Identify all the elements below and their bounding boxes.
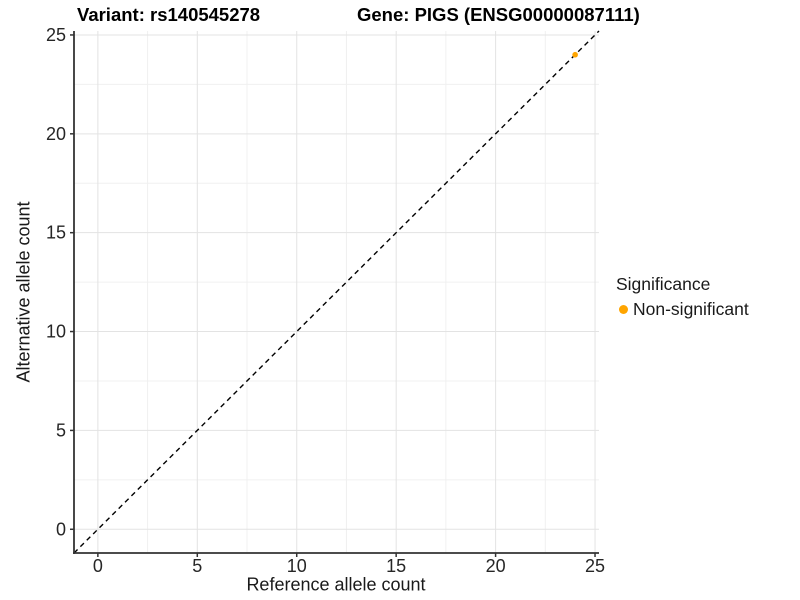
plot-title-variant: Variant: rs140545278 <box>77 4 261 25</box>
x-axis-title: Reference allele count <box>246 574 426 595</box>
x-tick-label: 10 <box>287 556 307 576</box>
x-tick-label: 25 <box>585 556 605 576</box>
x-tick-label: 0 <box>93 556 103 576</box>
legend-title: Significance <box>616 274 711 294</box>
x-tick-label: 5 <box>192 556 202 576</box>
y-tick-label: 15 <box>46 223 66 243</box>
plot-title-gene: Gene: PIGS (ENSG00000087111) <box>357 4 640 25</box>
legend-point-icon <box>619 305 628 314</box>
y-tick-label: 25 <box>46 25 66 45</box>
legend: Significance Non-significant <box>616 274 749 320</box>
y-axis-title: Alternative allele count <box>13 201 34 383</box>
legend-item: Non-significant <box>616 299 749 320</box>
y-tick-label: 0 <box>56 519 66 539</box>
legend-item-label: Non-significant <box>633 299 749 319</box>
y-tick-label: 10 <box>46 322 66 342</box>
data-point <box>572 51 578 58</box>
identity-line <box>73 30 600 554</box>
x-tick-label: 20 <box>486 556 506 576</box>
x-tick-label: 15 <box>386 556 406 576</box>
y-tick-label: 20 <box>46 124 66 144</box>
y-tick-label: 5 <box>56 420 66 440</box>
